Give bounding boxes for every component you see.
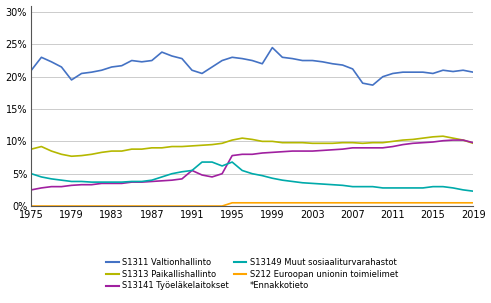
Legend: S1311 Valtionhallinto, S1313 Paikallishallinto, S13141 Työeläkelaitokset, S13149: S1311 Valtionhallinto, S1313 Paikallisha… [103, 254, 402, 294]
